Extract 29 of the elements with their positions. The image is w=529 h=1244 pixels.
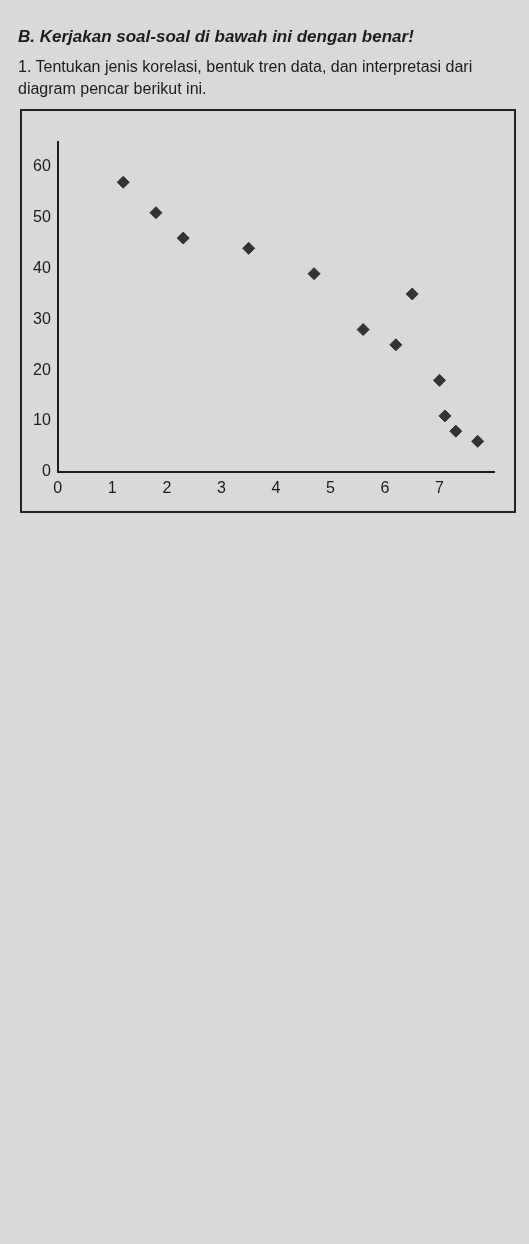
chart-subtitle: 1. Tentukan jenis korelasi, bentuk tren data, dan interpretasi dari diagram pencar berikut ini. (18, 57, 474, 99)
point (176, 231, 190, 245)
point (449, 424, 463, 438)
x-tick-label: 2 (162, 479, 172, 497)
x-tick-label: 5 (325, 479, 335, 497)
point (149, 206, 163, 220)
x-tick-label: 3 (216, 479, 226, 497)
y-tick-label: 20 (33, 360, 51, 378)
y-tick-label: 30 (33, 310, 51, 328)
point (307, 267, 321, 281)
point (116, 176, 130, 190)
y-tick-label: 40 (33, 259, 51, 277)
y-tick-label: 50 (33, 208, 51, 226)
x-tick-label: 6 (380, 479, 390, 497)
x-tick-label: 0 (53, 479, 63, 497)
chart-title: B. Kerjakan soal-soal di bawah ini dengan benar! (18, 26, 415, 48)
point (356, 323, 370, 337)
point (471, 435, 485, 449)
x-tick-label: 4 (271, 479, 281, 497)
y-tick-label: 60 (33, 157, 51, 175)
y-tick-label: 0 (41, 462, 51, 480)
point (405, 287, 419, 301)
point (432, 374, 446, 388)
x-tick-label: 7 (435, 479, 445, 497)
point (438, 409, 452, 423)
y-tick-label: 10 (33, 411, 51, 429)
point (389, 338, 403, 352)
point (242, 242, 256, 256)
x-tick-label: 1 (107, 479, 117, 497)
